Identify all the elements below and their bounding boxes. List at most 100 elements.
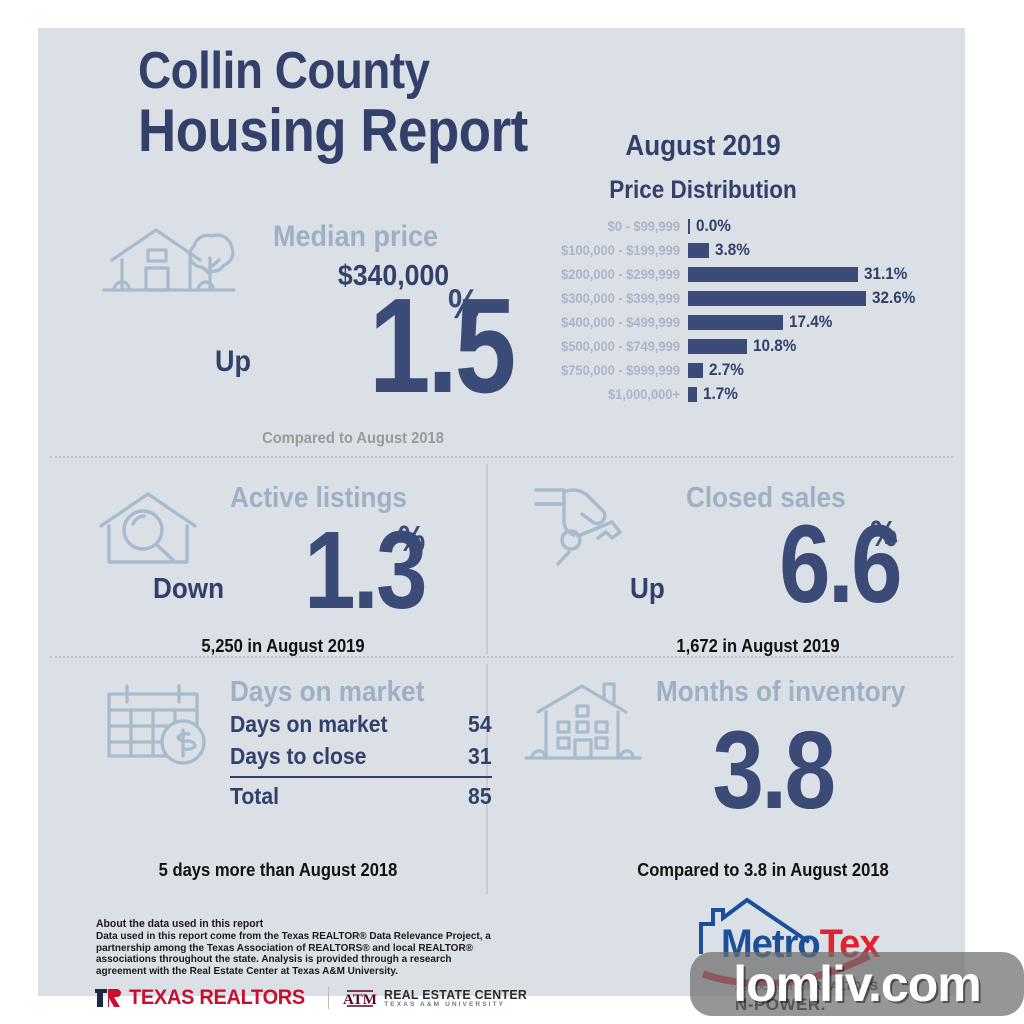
about-heading: About the data used in this report [96, 918, 264, 930]
house-magnifier-icon [99, 492, 197, 564]
about-block: About the data used in this report Data … [96, 918, 516, 977]
active-listings-heading: Active listings [230, 482, 407, 514]
median-price-direction: Up [215, 345, 251, 378]
price-range-label: $300,000 - $399,999 [561, 290, 680, 306]
price-range-label: $500,000 - $749,999 [561, 338, 680, 354]
price-distribution-value: 10.8% [752, 336, 797, 355]
price-range-label: $200,000 - $299,999 [561, 266, 680, 282]
active-listings-direction: Down [153, 573, 225, 605]
closed-sales-footnote: 1,672 in August 2019 [676, 636, 840, 656]
price-distribution-value: 0.0% [696, 216, 731, 235]
about-body: Data used in this report come from the T… [96, 930, 491, 977]
table-row: Days to close 31 [230, 740, 492, 772]
price-distribution-bar [688, 218, 690, 234]
price-distribution-value: 3.8% [714, 240, 750, 259]
price-distribution-value: 31.1% [863, 264, 908, 283]
active-listings-footnote: 5,250 in August 2019 [201, 636, 365, 656]
divider-vertical-middle [486, 464, 488, 654]
divider-horizontal-top [50, 456, 953, 458]
price-distribution-value: 17.4% [789, 312, 833, 331]
closed-sales-percent: 6.6 [779, 503, 902, 626]
row-value: 31 [468, 743, 492, 769]
table-rule [230, 776, 492, 778]
price-distribution-row: $400,000 - $499,999 17.4% [508, 310, 958, 334]
row-label: Days on market [230, 711, 388, 737]
price-distribution-row: $1,000,000+ 1.7% [508, 382, 958, 406]
median-price-footnote: Compared to August 2018 [262, 430, 444, 447]
months-of-inventory-footnote: Compared to 3.8 in August 2018 [637, 860, 889, 880]
price-distribution-row: $0 - $99,999 0.0% [508, 214, 958, 238]
closed-sales-direction: Up [630, 573, 665, 605]
price-distribution-bar-wrap: 2.7% [688, 360, 747, 380]
active-listings-section: Active listings Down 1.3 % 5,250 in Augu… [53, 468, 483, 658]
report-month: August 2019 [625, 130, 781, 162]
report-card: Collin County Housing Report August 2019… [38, 28, 965, 1014]
title-line-1: Collin County [138, 42, 430, 100]
price-range-label: $400,000 - $499,999 [561, 314, 680, 330]
real-estate-center-label: REAL ESTATE CENTER [384, 986, 528, 1002]
closed-sales-percent-symbol: % [870, 513, 898, 554]
price-distribution-bar [688, 338, 747, 354]
median-price-value: $340,000 [337, 260, 450, 292]
row-value: 54 [468, 711, 492, 737]
price-range-label: $750,000 - $999,999 [561, 362, 680, 378]
price-distribution-value: 1.7% [703, 384, 739, 403]
median-price-heading: Median price [273, 220, 439, 253]
price-distribution-row: $500,000 - $749,999 10.8% [508, 334, 958, 358]
days-on-market-footnote: 5 days more than August 2018 [158, 860, 398, 880]
watermark-text: lomliv.com [733, 956, 981, 1012]
svg-text:ATM: ATM [343, 992, 377, 1008]
price-distribution-bar-wrap: 3.8% [688, 240, 753, 260]
closed-sales-heading: Closed sales [686, 482, 846, 514]
price-distribution-bar [688, 266, 858, 282]
hand-keys-icon [534, 488, 622, 566]
months-of-inventory-section: Months of inventory 3.8 Compared to 3.8 … [508, 668, 948, 898]
price-distribution-bar-wrap: 1.7% [688, 384, 742, 404]
price-range-label: $1,000,000+ [608, 386, 680, 402]
days-on-market-heading: Days on market [230, 676, 425, 708]
real-estate-center-logo: ATM REAL ESTATE CENTER TEXAS A&M UNIVERS… [343, 986, 535, 1010]
days-on-market-table: Days on market 54 Days to close 31 Total… [230, 708, 492, 812]
median-price-percent-symbol: % [448, 280, 480, 327]
page-title: Collin County Housing Report [138, 42, 528, 162]
price-distribution-row: $750,000 - $999,999 2.7% [508, 358, 958, 382]
divider-vertical-bottom [486, 664, 488, 894]
logo-divider [328, 987, 330, 1009]
active-listings-percent: 1.3 [304, 509, 427, 632]
price-distribution-bar [688, 314, 783, 330]
price-range-label: $0 - $99,999 [607, 218, 680, 234]
title-line-2: Housing Report [138, 97, 528, 164]
months-of-inventory-value: 3.8 [712, 709, 836, 832]
house-with-tree-icon [102, 228, 236, 292]
texas-realtors-label: TEXAS REALTORS [129, 986, 305, 1009]
price-distribution-row: $300,000 - $399,999 32.6% [508, 286, 958, 310]
price-distribution-bar-wrap: 10.8% [688, 336, 801, 356]
days-on-market-section: Days on market 5 days more than August 2… [53, 668, 493, 898]
price-distribution-bar [688, 290, 866, 306]
price-distribution-bar-wrap: 32.6% [688, 288, 920, 308]
price-distribution-bar [688, 386, 698, 402]
price-distribution-chart: $0 - $99,999 0.0% $100,000 - $199,999 3.8% $… [508, 214, 958, 406]
price-distribution-bar [688, 242, 709, 258]
price-distribution-bar [688, 362, 703, 378]
calendar-dollar-icon [107, 684, 206, 765]
price-distribution-bar-wrap: 0.0% [688, 216, 735, 236]
price-distribution-bar-wrap: 17.4% [688, 312, 837, 332]
watermark: lomliv.com [690, 952, 1024, 1016]
price-distribution-title: Price Distribution [609, 176, 797, 204]
median-price-percent: 1.5 [368, 270, 516, 421]
texas-am-icon: ATM [343, 990, 377, 1008]
table-row-total: Total 85 [230, 780, 492, 812]
price-distribution-value: 2.7% [708, 360, 744, 379]
price-distribution-row: $200,000 - $299,999 31.1% [508, 262, 958, 286]
table-row: Days on market 54 [230, 708, 492, 740]
price-distribution-row: $100,000 - $199,999 3.8% [508, 238, 958, 262]
closed-sales-section: Closed sales Up 6.6 % 1,672 in August 20… [508, 468, 948, 658]
row-label: Days to close [230, 743, 367, 769]
active-listings-percent-symbol: % [398, 518, 426, 559]
texas-realtors-logo: TEXAS REALTORS [93, 986, 314, 1010]
partner-logos: TEXAS REALTORS ATM REAL ESTATE CENTER TE… [93, 986, 535, 1010]
apartment-building-icon [524, 682, 642, 760]
real-estate-center-sub: TEXAS A&M UNIVERSITY [384, 1000, 506, 1008]
